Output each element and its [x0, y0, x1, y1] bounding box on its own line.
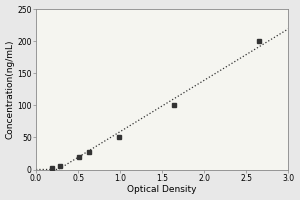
X-axis label: Optical Density: Optical Density [128, 185, 197, 194]
Y-axis label: Concentration(ng/mL): Concentration(ng/mL) [6, 40, 15, 139]
